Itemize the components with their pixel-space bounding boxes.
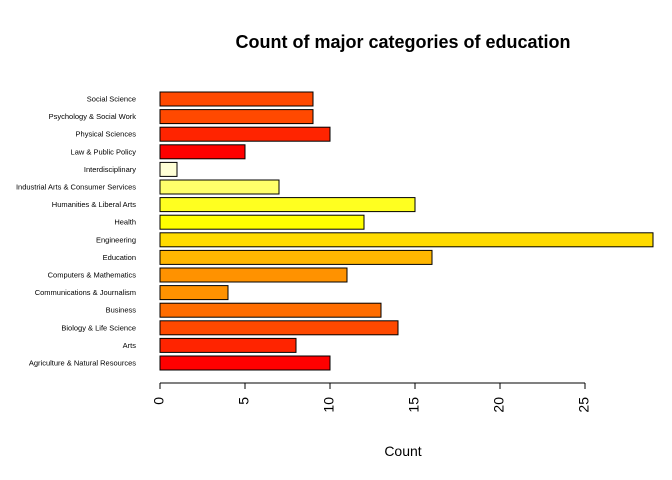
bar (159, 302, 382, 318)
bar (159, 179, 280, 195)
x-axis-label: Count (384, 443, 421, 459)
bar (159, 197, 416, 213)
bar (159, 355, 331, 371)
bar (159, 161, 178, 177)
bar (159, 126, 331, 142)
category-label: Humanities & Liberal Arts (52, 200, 136, 209)
chart-title: Count of major categories of education (235, 32, 570, 52)
category-label: Communications & Journalism (35, 288, 136, 297)
bar (159, 214, 365, 230)
bar (159, 109, 314, 125)
x-tick-label: 25 (576, 397, 592, 413)
category-label: Physical Sciences (76, 130, 137, 139)
category-label: Education (103, 253, 136, 262)
x-tick-label: 15 (406, 397, 422, 413)
category-label: Social Science (87, 95, 136, 104)
category-label: Interdisciplinary (84, 165, 136, 174)
bar (159, 144, 246, 160)
x-tick-label: 0 (151, 397, 167, 405)
bar (159, 337, 297, 353)
category-label: Industrial Arts & Consumer Services (16, 183, 136, 192)
category-label: Biology & Life Science (61, 323, 136, 332)
x-tick-label: 20 (491, 397, 507, 413)
bar (159, 320, 399, 336)
bar (159, 91, 314, 107)
category-label: Psychology & Social Work (49, 112, 137, 121)
category-label: Law & Public Policy (71, 147, 137, 156)
category-label: Computers & Mathematics (48, 271, 137, 280)
category-labels: Agriculture & Natural Resources Arts Biolo… (16, 95, 136, 368)
category-label: Engineering (96, 235, 136, 244)
bar (159, 232, 654, 248)
category-label: Agriculture & Natural Resources (29, 359, 136, 368)
x-tick-label: 10 (321, 397, 337, 413)
bar (159, 249, 433, 265)
category-label: Arts (123, 341, 137, 350)
x-tick-label: 5 (236, 397, 252, 405)
bars-layer (159, 91, 654, 371)
category-label: Health (114, 218, 136, 227)
x-axis: 0 5 10 15 20 25 (151, 382, 592, 413)
category-label: Business (106, 306, 137, 315)
bar (159, 285, 229, 301)
bar (159, 267, 348, 283)
